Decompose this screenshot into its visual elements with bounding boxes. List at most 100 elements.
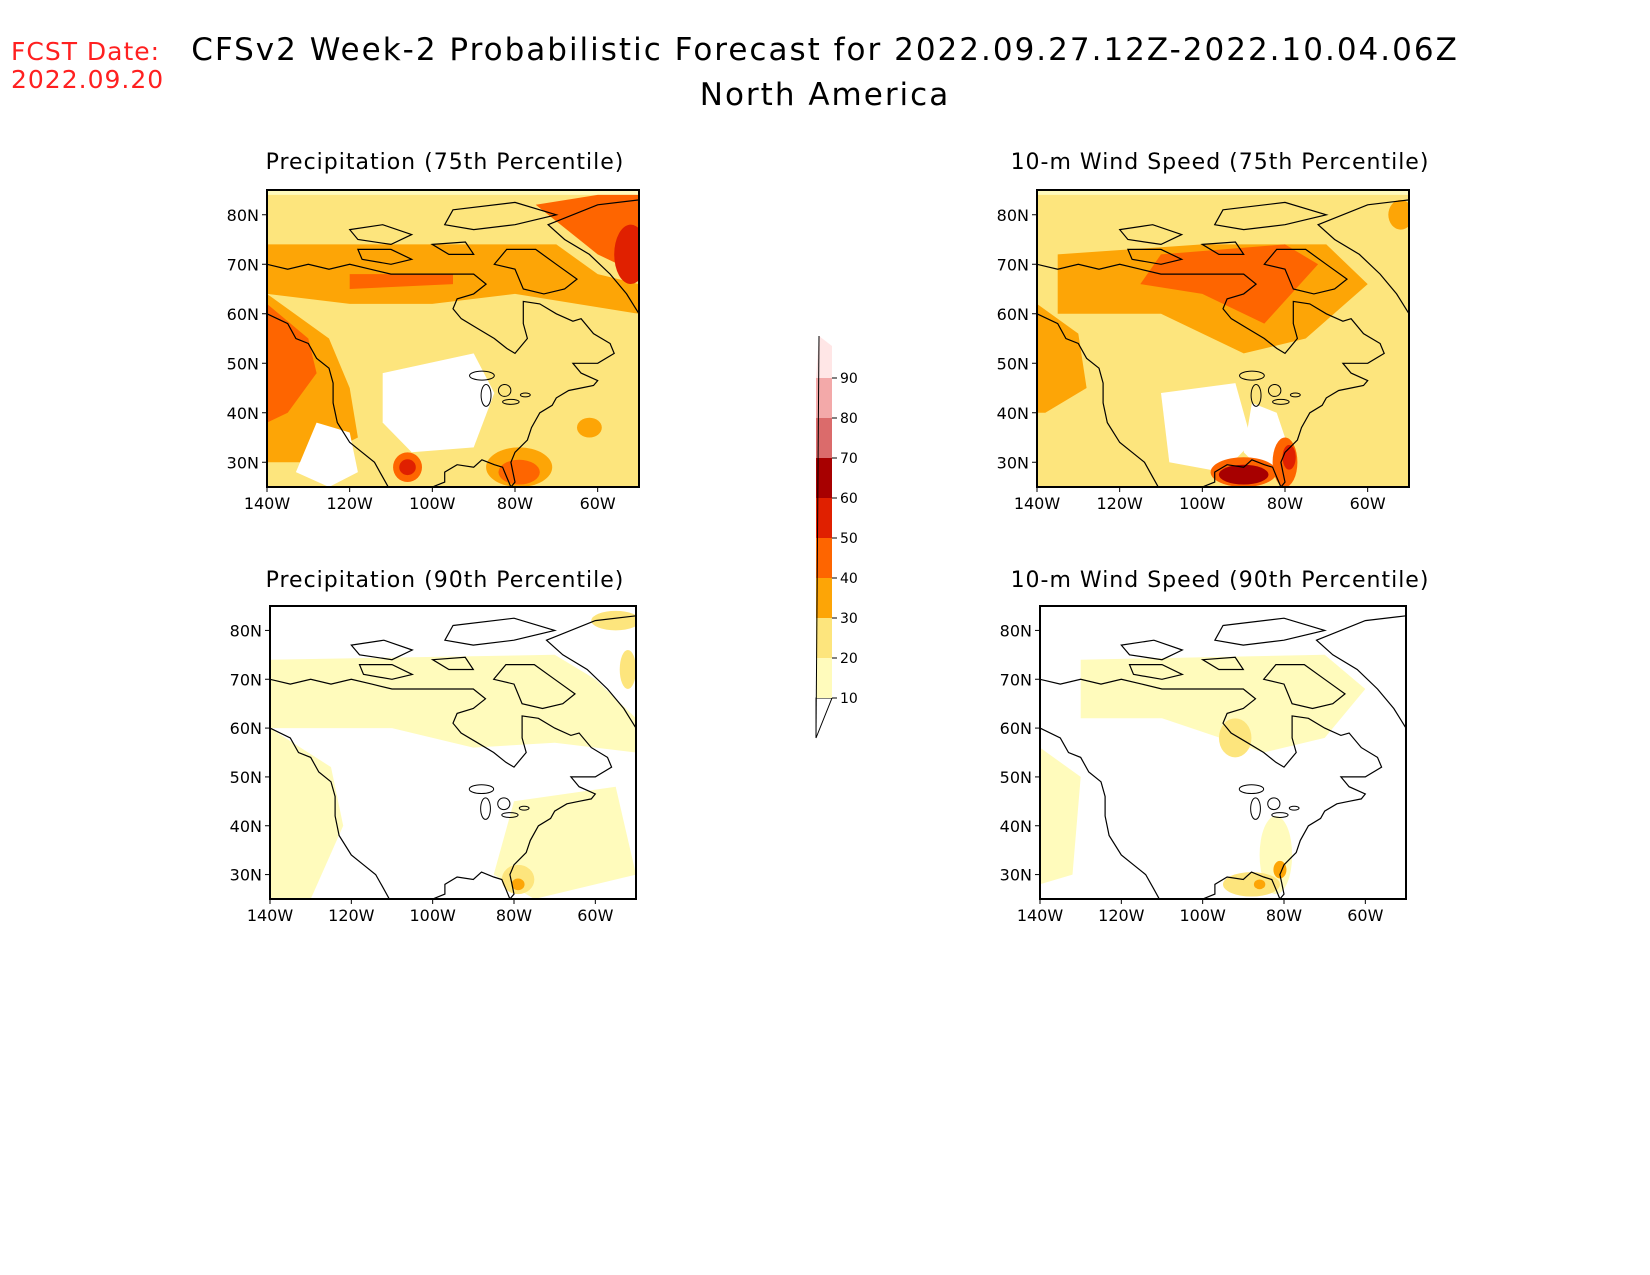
coastline-segment: [1213, 617, 1328, 646]
field-0-plains: [382, 353, 495, 453]
field-30-atlantic: [577, 417, 602, 438]
x-tick-label: 140W: [244, 494, 291, 513]
colorbar-label: 20: [840, 651, 858, 667]
field-10-north: [270, 654, 636, 753]
map-frame: [266, 189, 640, 488]
colorbar-label: 50: [840, 531, 858, 547]
page-title: CFSv2 Week-2 Probabilistic Forecast for …: [191, 32, 1459, 68]
coastline-segment: [1213, 201, 1329, 231]
y-tick-label: 50N: [997, 354, 1029, 373]
y-tick-label: 40N: [1000, 817, 1032, 836]
great-lake: [497, 797, 511, 811]
panel-title-precip-90: Precipitation (90th Percentile): [265, 568, 625, 593]
coastline-segment: [1128, 664, 1185, 680]
map-panel-2: 140W 120W 100W 80W 60W 80N 70N 60N 50N 40N 30N: [230, 605, 637, 925]
x-tick-label: 140W: [247, 906, 294, 925]
great-lake: [469, 370, 495, 381]
map-frame: [269, 605, 637, 900]
panel-title-wind-90: 10-m Wind Speed (90th Percentile): [1010, 568, 1430, 593]
y-tick-label: 70N: [997, 255, 1029, 274]
field-40-canada: [1140, 244, 1319, 324]
x-tick-label: 60W: [1347, 906, 1383, 925]
coastlines: [270, 615, 636, 899]
field-10-pacific: [1040, 747, 1081, 885]
great-lake: [1267, 797, 1281, 811]
field-30-gulf: [1253, 879, 1266, 890]
colorbar-label: 80: [840, 411, 858, 427]
y-tick-label: 80N: [230, 621, 262, 640]
y-tick-label: 70N: [227, 255, 259, 274]
field-30-pacific: [1037, 303, 1087, 413]
field-30-florida: [511, 878, 525, 891]
great-lake: [1272, 398, 1290, 405]
y-tick-label: 60N: [227, 305, 259, 324]
field-0-plains: [1161, 383, 1252, 473]
coastline-segment: [267, 263, 615, 487]
y-tick-label: 50N: [227, 354, 259, 373]
coastline-segment: [1126, 248, 1184, 265]
great-lake: [1239, 370, 1265, 381]
x-tick-label: 80W: [497, 494, 533, 513]
colorbar-swatch-90: [816, 336, 832, 378]
coastline-segment: [1262, 664, 1346, 710]
x-tick-label: 100W: [1179, 906, 1226, 925]
coastline-segment: [1200, 241, 1245, 255]
y-tick-label: 80N: [997, 206, 1029, 225]
x-tick-label: 120W: [1096, 494, 1143, 513]
y-tick-label: 40N: [997, 404, 1029, 423]
great-lake: [1289, 392, 1301, 398]
probability-field: [270, 606, 636, 899]
x-tick-label: 140W: [1014, 494, 1061, 513]
field-base: [1040, 606, 1406, 899]
colorbar-label: 40: [840, 571, 858, 587]
panel-title-wind-75: 10-m Wind Speed (75th Percentile): [1010, 150, 1430, 175]
y-tick-label: 30N: [997, 453, 1029, 472]
colorbar-swatch-20: [816, 618, 832, 658]
colorbar-swatch-10: [816, 658, 832, 698]
y-tick-label: 40N: [230, 817, 262, 836]
field-50-mexico: [399, 459, 416, 476]
colorbar-label: 70: [840, 451, 858, 467]
y-tick-label: 80N: [227, 206, 259, 225]
great-lake: [502, 398, 520, 405]
x-tick-label: 60W: [577, 906, 613, 925]
coastline-segment: [546, 199, 639, 315]
great-lake: [519, 392, 531, 398]
x-tick-label: 100W: [1179, 494, 1226, 513]
coastline-segment: [270, 678, 613, 899]
colorbar-lower-extension: [815, 697, 833, 739]
field-60-gulf: [1218, 464, 1269, 485]
x-tick-label: 80W: [1266, 906, 1302, 925]
field-40-pacific: [267, 303, 317, 423]
coastline-segment: [1118, 224, 1184, 246]
y-tick-label: 80N: [1000, 621, 1032, 640]
great-lake: [1250, 384, 1262, 407]
field-20-greenland-coast: [619, 649, 636, 690]
y-tick-label: 60N: [230, 719, 262, 738]
coastline-segment: [493, 248, 578, 295]
coastlines: [1037, 199, 1409, 487]
great-lake: [497, 384, 512, 397]
coastlines: [267, 199, 639, 487]
field-40-greenland: [535, 194, 639, 275]
great-lake: [1288, 805, 1300, 811]
coastline-segment: [430, 656, 475, 671]
panel-title-precip-75: Precipitation (75th Percentile): [265, 150, 625, 175]
x-tick-label: 60W: [1350, 494, 1386, 513]
x-tick-label: 120W: [328, 906, 375, 925]
coastline-segment: [1316, 199, 1409, 315]
colorbar-label: 60: [840, 491, 858, 507]
forecast-date-block: FCST Date: 2022.09.20: [11, 38, 164, 94]
y-tick-label: 30N: [227, 453, 259, 472]
coastline-segment: [1263, 248, 1348, 295]
x-tick-label: 100W: [409, 906, 456, 925]
field-40-north: [349, 274, 453, 289]
coastline-segment: [1040, 678, 1383, 899]
colorbar-swatch-50: [816, 498, 832, 538]
y-tick-label: 30N: [230, 866, 262, 885]
x-tick-label: 100W: [409, 494, 456, 513]
forecast-date-value: 2022.09.20: [11, 65, 165, 94]
y-tick-label: 70N: [230, 670, 262, 689]
field-20-greenland: [591, 610, 636, 631]
colorbar-edge: [815, 335, 820, 739]
